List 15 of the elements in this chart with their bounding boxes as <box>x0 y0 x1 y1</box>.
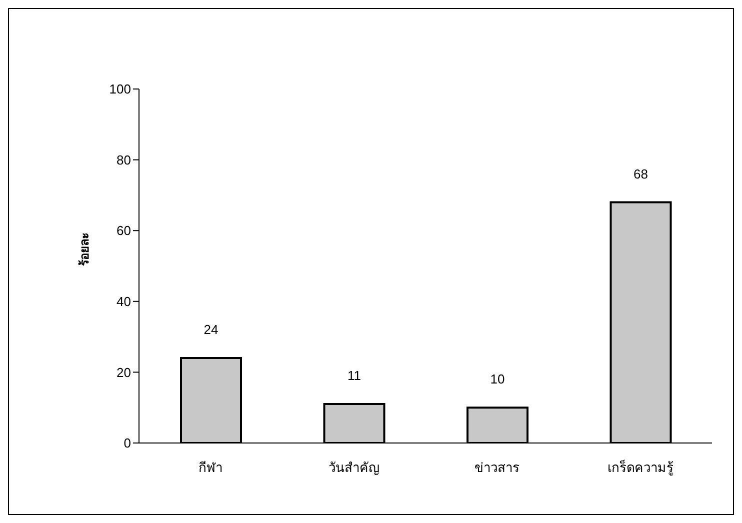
y-tick-label: 60 <box>116 223 131 238</box>
y-tick-label: 0 <box>124 436 131 451</box>
data-label: 68 <box>634 166 648 182</box>
x-tick-label: วันสำคัญ <box>328 460 380 476</box>
y-tick-label: 40 <box>116 294 131 310</box>
data-label: 10 <box>490 372 505 387</box>
y-tick-label: 100 <box>109 82 131 97</box>
data-label: 11 <box>348 368 361 384</box>
x-tick-label: เกร็ดความรู้ <box>607 458 674 476</box>
y-tick-label: 20 <box>116 364 131 380</box>
y-axis-title: ร้อยละ <box>77 233 92 266</box>
data-label: 24 <box>204 322 218 338</box>
y-tick-label: 80 <box>116 152 131 168</box>
x-tick-label: ข่าวสาร <box>474 460 520 476</box>
x-tick-label: กีฬา <box>198 460 223 476</box>
